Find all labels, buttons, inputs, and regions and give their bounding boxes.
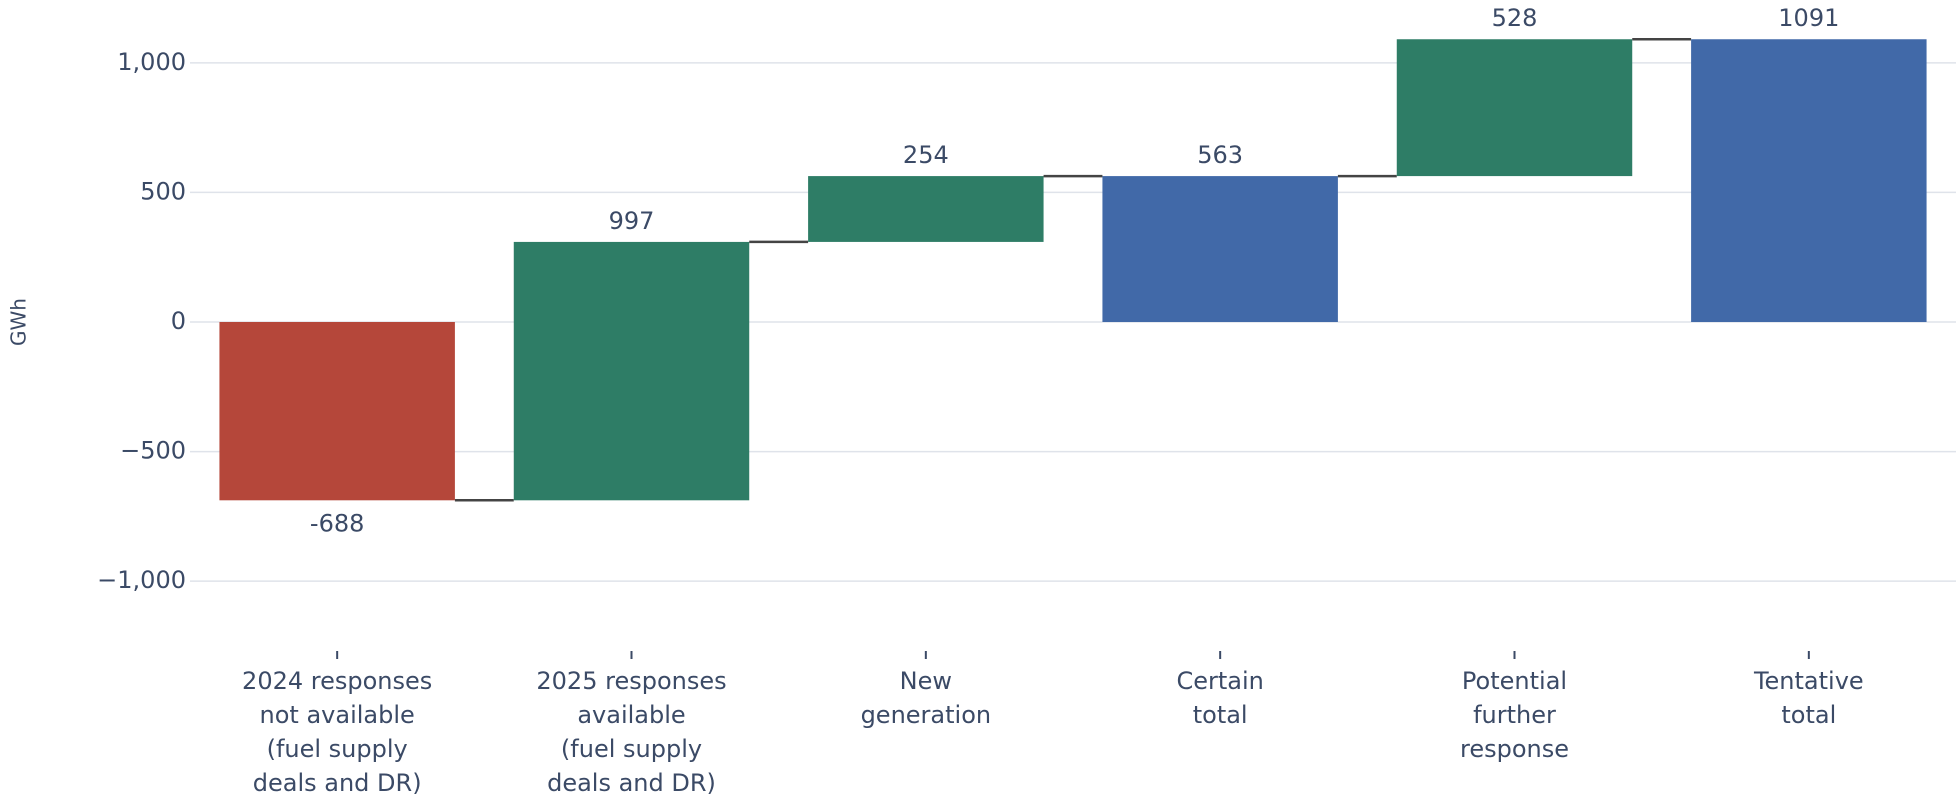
x-tick-label: Tentative total — [1753, 667, 1864, 729]
bar — [513, 241, 750, 501]
y-tick-label: 1,000 — [117, 48, 186, 76]
bar — [1102, 176, 1338, 322]
y-axis-title: GWh — [7, 298, 31, 346]
y-tick-label: 0 — [171, 307, 186, 335]
x-tick-label: New generation — [861, 667, 992, 729]
value-label: 254 — [903, 141, 949, 169]
x-tick-label: 2025 responses available (fuel supply deals… — [536, 667, 726, 797]
value-label: 1091 — [1778, 4, 1839, 32]
x-tick-label: Certain total — [1176, 667, 1263, 729]
bar — [1691, 39, 1927, 322]
value-label: 997 — [609, 207, 655, 235]
value-label: 528 — [1492, 4, 1538, 32]
value-label: 563 — [1197, 141, 1243, 169]
y-tick-label: −1,000 — [97, 566, 186, 594]
y-tick-label: −500 — [120, 437, 186, 465]
bar — [1396, 39, 1633, 177]
x-tick-label: 2024 responses not available (fuel supply d… — [242, 667, 432, 797]
bar — [219, 322, 455, 501]
y-tick-label: 500 — [140, 177, 186, 205]
value-label: -688 — [310, 509, 364, 537]
bar — [808, 176, 1044, 242]
x-tick-label: Potential further response — [1460, 667, 1569, 763]
